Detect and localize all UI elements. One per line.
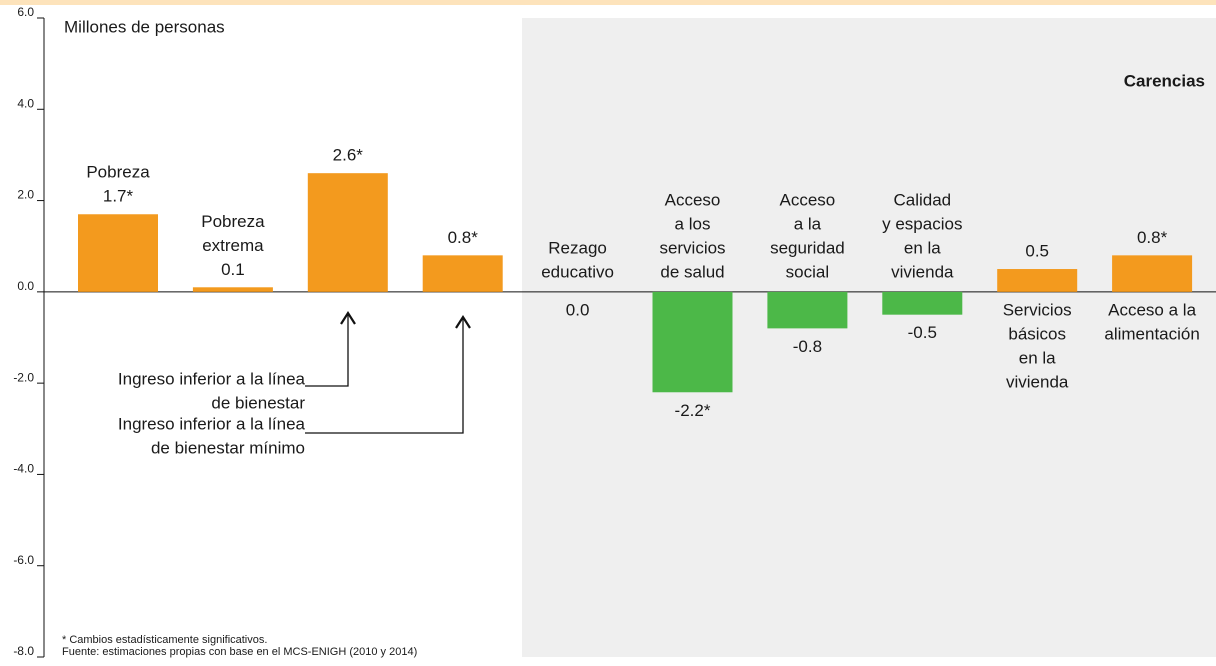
- category-label: Rezago: [548, 238, 607, 257]
- value-label: -2.2*: [675, 401, 711, 420]
- category-label: Acceso a la: [1108, 300, 1196, 319]
- category-label: Calidad: [893, 190, 951, 209]
- value-label: 0.8*: [1137, 228, 1168, 247]
- category-label: Pobreza: [86, 163, 150, 182]
- y-tick-label: 6.0: [17, 5, 34, 19]
- category-label: en la: [1019, 348, 1056, 367]
- y-tick-label: -6.0: [13, 553, 34, 567]
- category-label: a los: [675, 214, 711, 233]
- y-axis-label: Millones de personas: [64, 17, 225, 36]
- arrow-head: [340, 310, 356, 325]
- bar: [422, 255, 503, 292]
- category-label: Acceso: [780, 190, 836, 209]
- bar: [767, 291, 848, 329]
- category-label: de bienestar mínimo: [151, 438, 305, 457]
- arrow-line: [305, 318, 464, 434]
- note: * Cambios estadísticamente significativo…: [62, 634, 267, 646]
- bar: [1112, 255, 1193, 292]
- y-tick-label: -8.0: [13, 644, 34, 658]
- value-label: 0.0: [566, 300, 590, 319]
- y-tick-label: -2.0: [13, 370, 34, 384]
- y-tick-label: 0.0: [17, 279, 34, 293]
- top-band: [0, 0, 1216, 5]
- category-label: Servicios: [1003, 300, 1072, 319]
- value-label: 1.7*: [103, 187, 134, 206]
- category-label: Pobreza: [201, 212, 265, 231]
- category-label: en la: [904, 238, 941, 257]
- bar: [78, 214, 158, 292]
- value-label: 0.5: [1025, 242, 1049, 261]
- category-label: de salud: [660, 262, 724, 281]
- y-tick-label: -4.0: [13, 462, 34, 476]
- arrow-line: [305, 314, 349, 387]
- bar: [192, 287, 273, 292]
- group-label: Carencias: [1124, 71, 1205, 90]
- category-label: social: [786, 262, 829, 281]
- category-label: de bienestar: [211, 393, 305, 412]
- value-label: -0.8: [793, 337, 822, 356]
- bar: [652, 291, 733, 393]
- category-label: Ingreso inferior a la línea: [118, 369, 306, 388]
- category-label: seguridad: [770, 238, 845, 257]
- value-label: 0.1: [221, 260, 245, 279]
- note: Fuente: estimaciones propias con base en…: [62, 646, 417, 658]
- bar: [997, 269, 1078, 292]
- category-label: a la: [794, 214, 822, 233]
- category-label: Acceso: [665, 190, 721, 209]
- value-label: 2.6*: [333, 146, 364, 165]
- category-label: y espacios: [882, 214, 962, 233]
- category-label: vivienda: [1006, 372, 1069, 391]
- category-label: servicios: [659, 238, 725, 257]
- category-label: educativo: [541, 262, 614, 281]
- category-label: alimentación: [1104, 324, 1199, 343]
- category-label: extrema: [202, 236, 264, 255]
- category-label: básicos: [1008, 324, 1066, 343]
- value-label: -0.5: [908, 323, 937, 342]
- category-label: Ingreso inferior a la línea: [118, 414, 306, 433]
- carencias-panel: [522, 18, 1216, 657]
- category-label: vivienda: [891, 262, 954, 281]
- y-tick-label: 4.0: [17, 96, 34, 110]
- arrow-head: [455, 314, 471, 329]
- bar: [307, 173, 388, 292]
- annotation-arrows: [305, 310, 471, 434]
- bar: [882, 291, 963, 315]
- value-label: 0.8*: [448, 228, 479, 247]
- y-tick-label: 2.0: [17, 188, 34, 202]
